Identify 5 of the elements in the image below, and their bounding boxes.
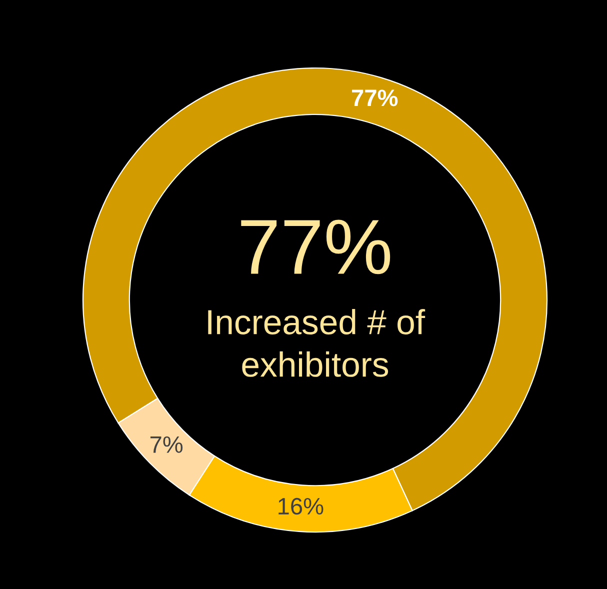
- data-label: 77%: [352, 90, 398, 106]
- data-label: 16%: [278, 498, 324, 515]
- data-label: 7%: [150, 436, 183, 453]
- text: Increased # of exhibitors: [208, 309, 426, 377]
- text: 77%: [241, 220, 390, 274]
